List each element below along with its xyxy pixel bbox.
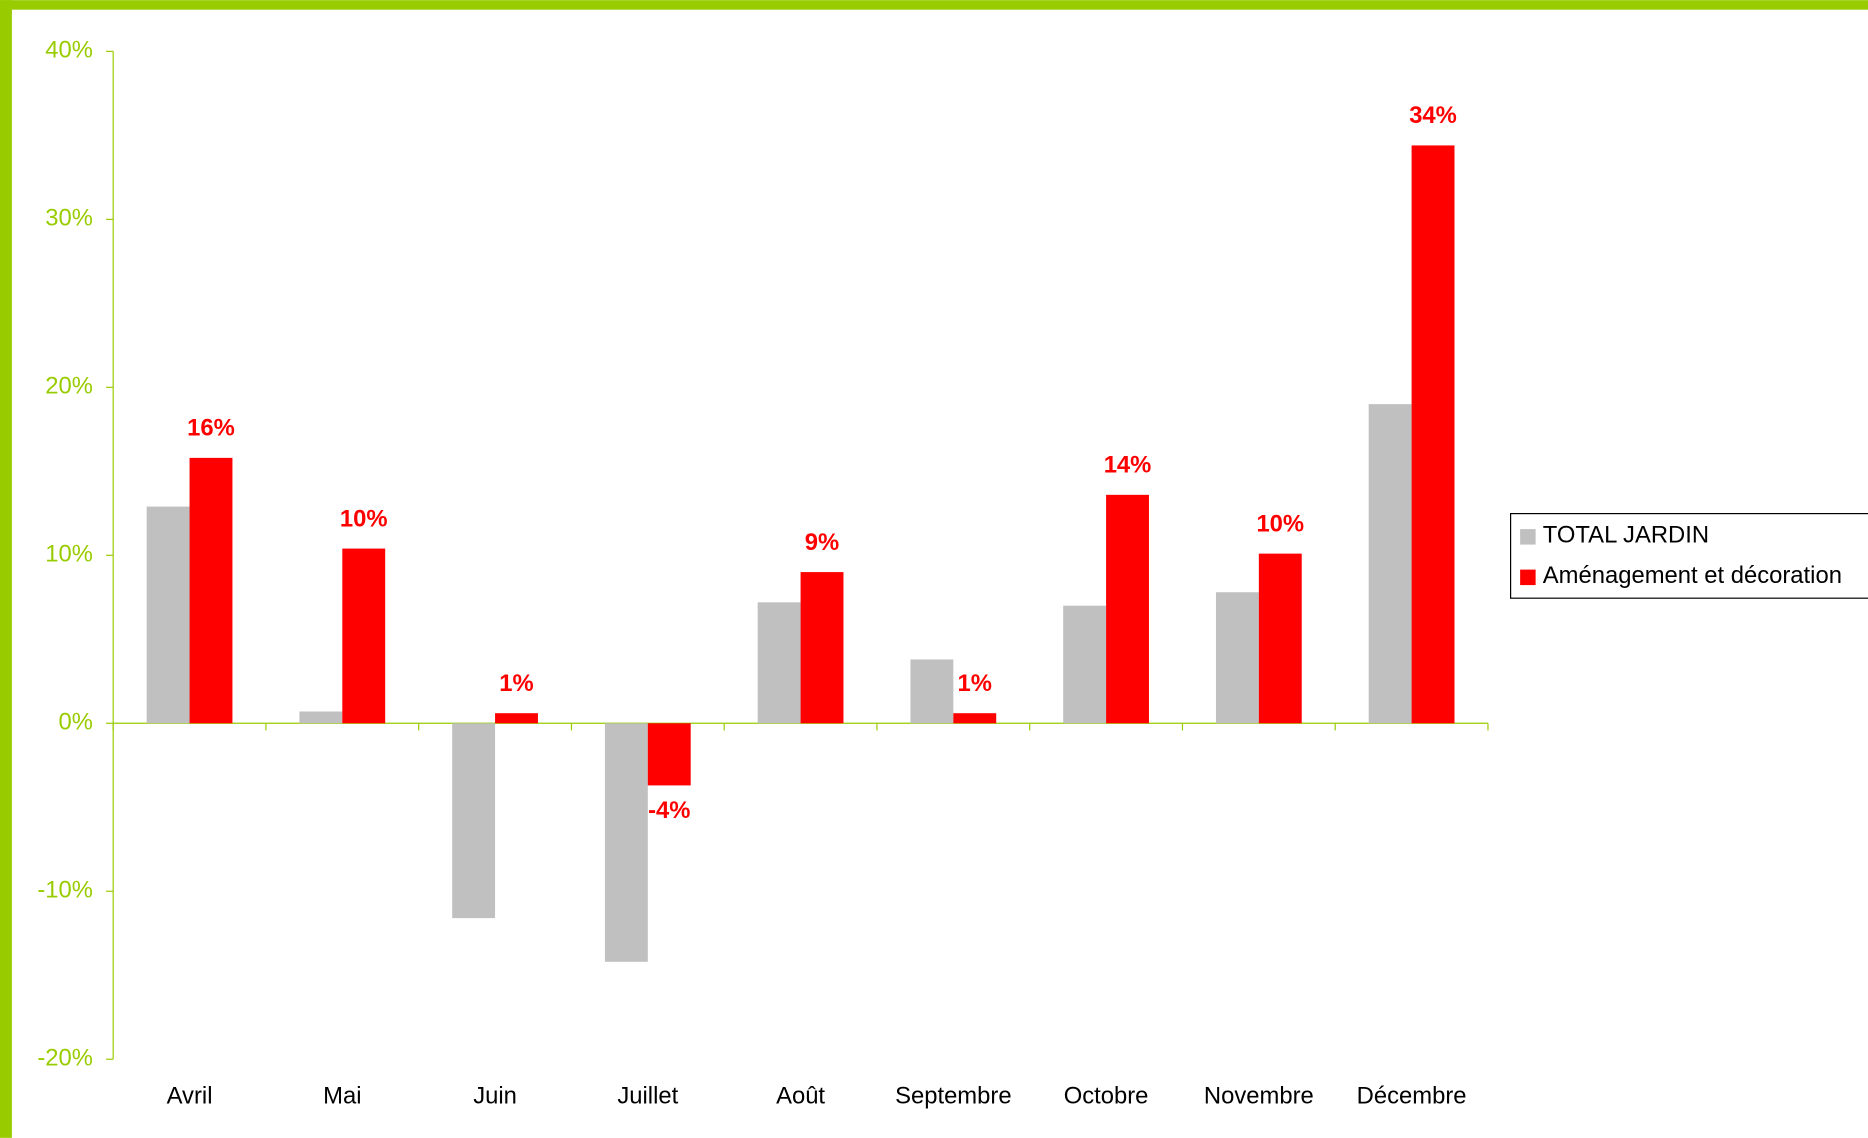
value-label: 9% bbox=[805, 529, 839, 556]
bar bbox=[452, 723, 496, 919]
bar bbox=[146, 506, 190, 724]
value-label: 1% bbox=[499, 670, 533, 697]
x-tick-label: Mai bbox=[323, 1083, 361, 1110]
y-tick-label: 10% bbox=[45, 541, 93, 568]
value-label: 1% bbox=[958, 670, 992, 697]
value-label: 16% bbox=[187, 415, 235, 442]
value-label: 14% bbox=[1104, 452, 1152, 479]
x-tick-label: Octobre bbox=[1064, 1083, 1149, 1110]
bar bbox=[1106, 494, 1149, 724]
legend-label: TOTAL JARDIN bbox=[1543, 522, 1709, 549]
value-label: 10% bbox=[1256, 510, 1304, 537]
bar bbox=[1215, 592, 1259, 724]
y-tick-label: 20% bbox=[45, 373, 93, 400]
bar bbox=[604, 723, 648, 962]
bar bbox=[953, 713, 997, 724]
bar bbox=[189, 457, 233, 724]
x-tick-label: Août bbox=[776, 1083, 825, 1110]
y-tick-label: -10% bbox=[37, 877, 93, 904]
bar bbox=[299, 711, 343, 724]
legend-label: Aménagement et décoration bbox=[1543, 562, 1842, 589]
y-tick-label: 0% bbox=[59, 709, 93, 736]
x-tick-label: Décembre bbox=[1357, 1083, 1467, 1110]
bar bbox=[495, 713, 538, 724]
legend-box bbox=[1510, 513, 1868, 599]
x-tick-label: Avril bbox=[167, 1083, 213, 1110]
legend-swatch bbox=[1520, 569, 1536, 586]
bar bbox=[757, 602, 801, 724]
bar bbox=[1258, 553, 1302, 724]
legend-swatch bbox=[1520, 529, 1536, 545]
x-tick-label: Septembre bbox=[895, 1083, 1011, 1110]
bar bbox=[342, 548, 386, 724]
bar bbox=[1368, 404, 1412, 724]
bar bbox=[800, 572, 844, 724]
x-tick-label: Novembre bbox=[1204, 1083, 1314, 1110]
bar bbox=[1063, 605, 1107, 724]
value-label: -4% bbox=[648, 797, 690, 824]
bar bbox=[1411, 145, 1455, 724]
bar bbox=[647, 723, 691, 786]
value-label: 34% bbox=[1409, 102, 1457, 129]
x-tick-label: Juin bbox=[473, 1083, 517, 1110]
top-border bbox=[0, 0, 1868, 10]
bar bbox=[910, 659, 954, 724]
x-tick-label: Juillet bbox=[617, 1083, 678, 1110]
value-label: 10% bbox=[340, 505, 388, 532]
y-tick-label: 40% bbox=[45, 37, 93, 64]
y-tick-label: 30% bbox=[45, 205, 93, 232]
y-tick-label: -20% bbox=[37, 1045, 93, 1072]
left-border bbox=[0, 0, 12, 1138]
